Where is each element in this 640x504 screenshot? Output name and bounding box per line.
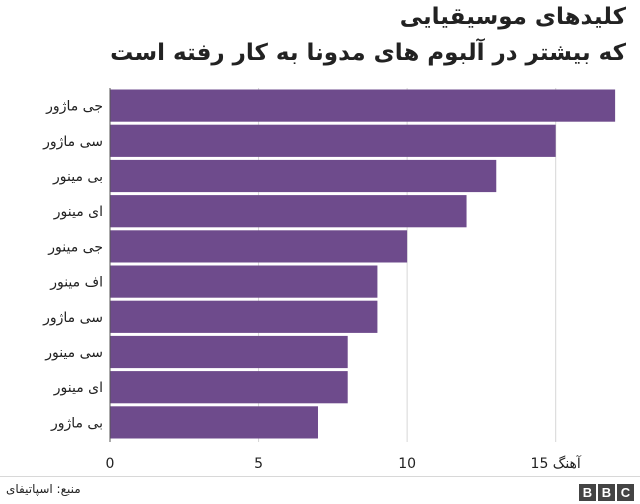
source-note: منبع: اسپاتیفای	[6, 482, 81, 496]
chart-title-line-1: کلیدهای موسیقیایی	[399, 4, 626, 30]
bar-3	[110, 195, 467, 228]
logo-letter-1: B	[579, 484, 596, 501]
bar-8	[110, 371, 348, 404]
category-label-8: ای مینور	[53, 380, 103, 396]
bar-1	[110, 124, 556, 157]
category-label-6: سی ماژور	[42, 310, 103, 326]
x-tick-label-3: 15 آهنگ	[531, 455, 582, 472]
x-tick-label-1: 5	[254, 456, 263, 472]
logo-letter-3: C	[617, 484, 634, 501]
category-label-3: ای مینور	[53, 204, 103, 220]
bar-9	[110, 406, 318, 439]
category-label-0: جی ماژور	[45, 99, 103, 115]
bar-7	[110, 335, 348, 369]
category-label-9: بی ماژور	[50, 415, 103, 431]
category-label-1: سی ماژور	[42, 134, 103, 150]
footer-divider	[0, 476, 640, 477]
chart-title-line-2: که بیشتر در آلبوم های مدونا به کار رفته …	[110, 40, 626, 66]
category-label-5: اف مینور	[49, 275, 103, 291]
bbc-logo: B B C	[579, 484, 634, 501]
x-tick-label-0: 0	[106, 456, 115, 472]
category-label-4: جی مینور	[47, 239, 103, 255]
logo-letter-2: B	[598, 484, 615, 501]
bar-0	[110, 89, 616, 122]
bar-2	[110, 159, 497, 193]
category-label-7: سی مینور	[44, 345, 103, 361]
category-label-2: بی مینور	[52, 169, 103, 185]
bar-5	[110, 265, 378, 298]
bar-4	[110, 230, 408, 263]
bar-chart: جی ماژور سی ماژور بی مینور ای مینور جی مینور…	[42, 88, 616, 472]
bar-6	[110, 300, 378, 333]
x-tick-label-2: 10	[398, 456, 416, 472]
